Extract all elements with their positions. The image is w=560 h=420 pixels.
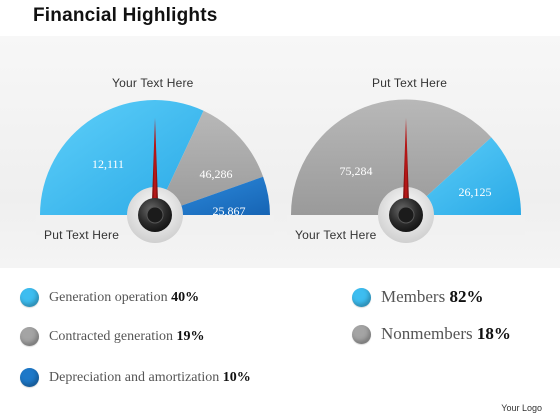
left-gauge-value-1: 12,111: [92, 157, 124, 171]
left-gauge-segment-dark-blue: [155, 176, 270, 215]
legend-label: Generation operation 40%: [49, 289, 200, 305]
legend-label: Depreciation and amortization 10%: [49, 369, 251, 385]
legend-label: Nonmembers 18%: [381, 324, 511, 343]
right-gauge-top-label: Put Text Here: [372, 76, 448, 90]
right-gauge-segment-gray: [290, 99, 492, 215]
left-gauge-bottom-label: Put Text Here: [44, 228, 120, 242]
page-title: Financial Highlights: [33, 5, 218, 26]
right-gauge: 75,284 26,125: [287, 99, 525, 243]
legend-label: Contracted generation 19%: [49, 328, 205, 344]
legend-item-depreciation-amortization: Depreciation and amortization 10%: [20, 368, 251, 387]
legend-label: Members 82%: [381, 287, 484, 306]
light-blue-dot-icon: [20, 288, 39, 307]
legend-item-nonmembers: Nonmembers 18%: [352, 324, 511, 344]
right-gauge-segment-light-blue: [406, 137, 522, 215]
left-gauge-segment-gray: [155, 110, 264, 215]
legend-item-contracted-generation: Contracted generation 19%: [20, 327, 205, 346]
logo-text: Your Logo: [501, 403, 542, 413]
legend-item-generation-operation: Generation operation 40%: [20, 288, 199, 307]
left-gauge-top-label: Your Text Here: [112, 76, 194, 90]
left-gauge-value-2: 46,286: [200, 167, 233, 181]
left-gauge-value-3: 25,867: [213, 204, 246, 218]
right-gauge-value-2: 26,125: [459, 185, 492, 199]
gray-dot-icon: [352, 324, 371, 344]
left-gauge-segment-light-blue: [40, 100, 204, 215]
left-gauge: 12,111 46,286 25,867: [36, 100, 274, 243]
legend-item-members: Members 82%: [352, 287, 483, 307]
right-gauge-needle: [402, 118, 410, 215]
right-gauge-value-1: 75,284: [340, 164, 373, 178]
light-blue-dot-icon: [352, 287, 371, 307]
left-gauge-needle: [151, 118, 159, 215]
gray-dot-icon: [20, 327, 39, 346]
right-gauge-bottom-label: Your Text Here: [295, 228, 377, 242]
dark-blue-dot-icon: [20, 368, 39, 387]
